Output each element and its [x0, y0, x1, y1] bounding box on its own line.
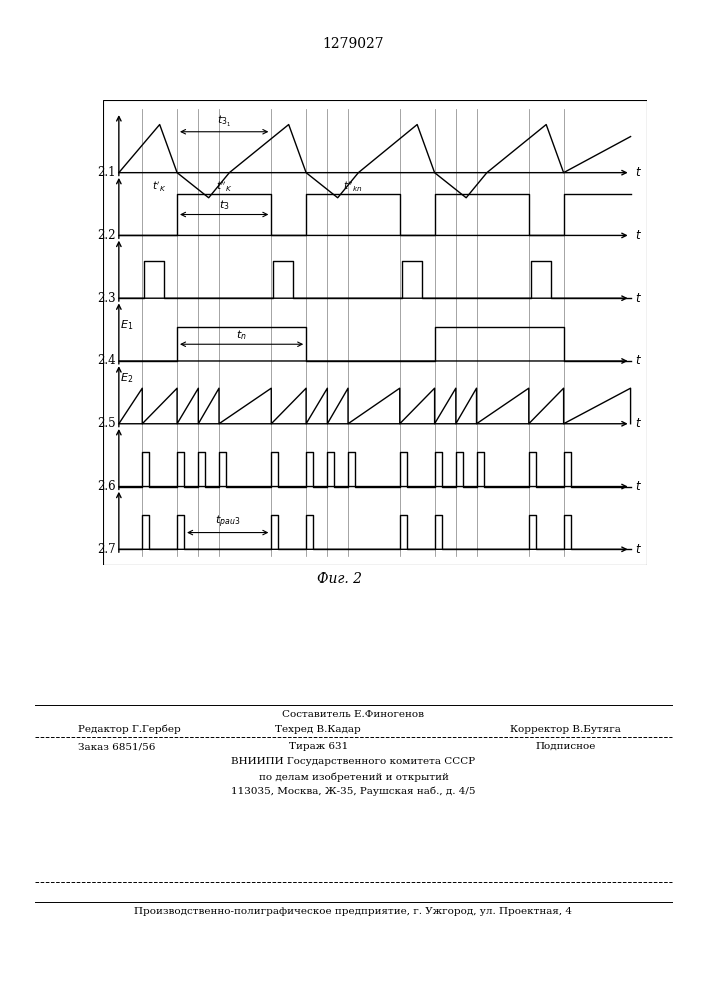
Text: Производственно-полиграфическое предприятие, г. Ужгород, ул. Проектная, 4: Производственно-полиграфическое предприя… — [134, 907, 573, 916]
Text: t: t — [635, 292, 640, 305]
Text: t: t — [635, 354, 640, 367]
Text: 2.1: 2.1 — [98, 166, 116, 179]
Text: ВНИИПИ Государственного комитета СССР: ВНИИПИ Государственного комитета СССР — [231, 757, 476, 766]
Text: 2.3: 2.3 — [98, 292, 116, 305]
Text: по делам изобретений и открытий: по делам изобретений и открытий — [259, 772, 448, 782]
Text: 2.7: 2.7 — [98, 543, 116, 556]
Text: $E_2$: $E_2$ — [120, 371, 133, 385]
Text: 2.4: 2.4 — [98, 354, 116, 367]
Text: $t_3$: $t_3$ — [219, 199, 230, 212]
Text: 1279027: 1279027 — [322, 37, 385, 51]
Text: Составитель Е.Финогенов: Составитель Е.Финогенов — [283, 710, 424, 719]
Text: 2.6: 2.6 — [98, 480, 116, 493]
Text: Подписное: Подписное — [535, 742, 596, 751]
Text: Фиг. 2: Фиг. 2 — [317, 572, 362, 586]
Text: Техред В.Кадар: Техред В.Кадар — [275, 725, 361, 734]
Text: $t_{3_1}$: $t_{3_1}$ — [217, 114, 231, 129]
Text: Тираж 631: Тираж 631 — [288, 742, 348, 751]
Text: $t''_K$: $t''_K$ — [216, 180, 233, 194]
Text: t: t — [635, 166, 640, 179]
Text: 113035, Москва, Ж-35, Раушская наб., д. 4/5: 113035, Москва, Ж-35, Раушская наб., д. … — [231, 787, 476, 796]
Text: $t''_{kn}$: $t''_{kn}$ — [343, 180, 363, 194]
Text: 2.5: 2.5 — [98, 417, 116, 430]
Text: $t_n$: $t_n$ — [236, 328, 247, 342]
Text: Редактор Г.Гербер: Редактор Г.Гербер — [78, 725, 180, 734]
Text: $t_{pau3}$: $t_{pau3}$ — [215, 514, 240, 530]
Text: t: t — [635, 480, 640, 493]
Text: t: t — [635, 229, 640, 242]
Text: t: t — [635, 417, 640, 430]
Text: Корректор В.Бутяга: Корректор В.Бутяга — [510, 725, 621, 734]
Text: Заказ 6851/56: Заказ 6851/56 — [78, 742, 155, 751]
Text: t: t — [635, 543, 640, 556]
Text: $E_1$: $E_1$ — [120, 319, 133, 332]
Text: 2.2: 2.2 — [98, 229, 116, 242]
Text: $t'_K$: $t'_K$ — [153, 180, 167, 194]
